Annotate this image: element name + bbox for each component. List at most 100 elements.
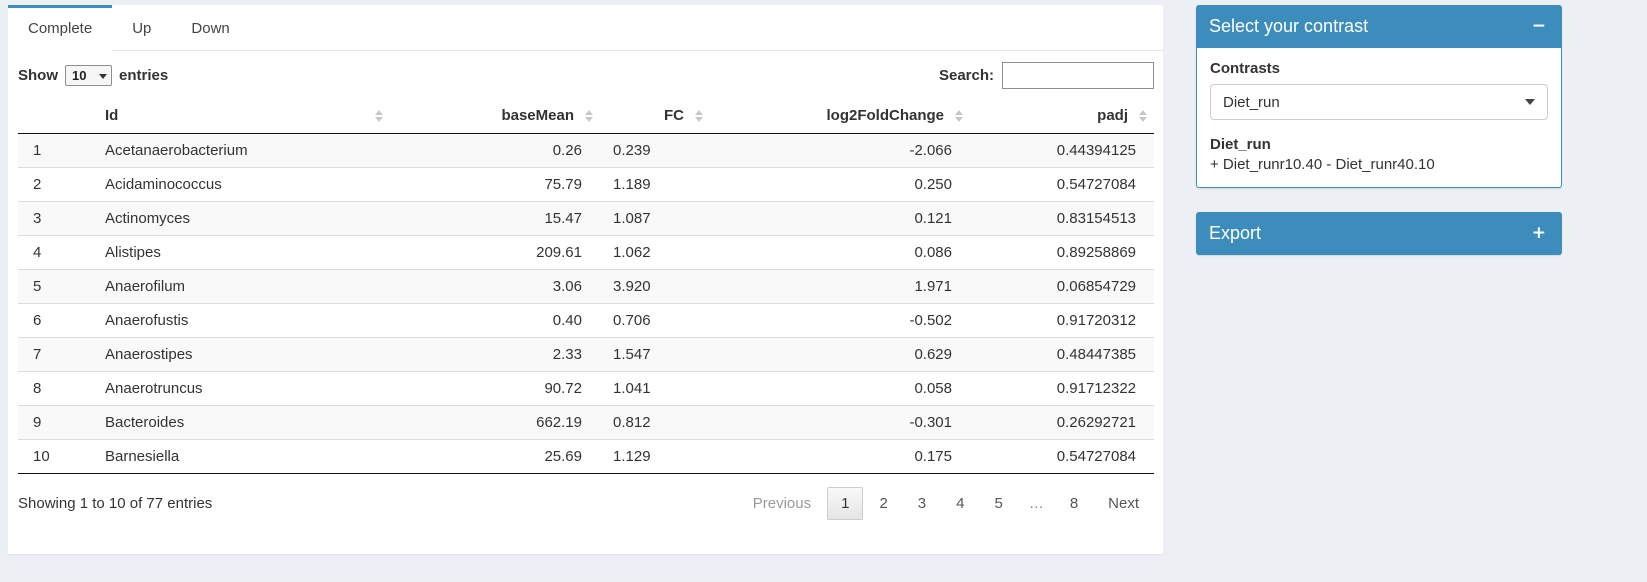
cell-fc: 1.189 xyxy=(600,167,710,202)
cell-fc: 0.812 xyxy=(600,405,710,440)
table-info: Showing 1 to 10 of 77 entries xyxy=(18,495,213,512)
contrast-box: Select your contrast − Contrasts Diet_ru… xyxy=(1196,5,1562,188)
table-row[interactable]: 4 Alistipes 209.61 1.062 0.086 0.89258869 xyxy=(18,235,1154,270)
table-row[interactable]: 2 Acidaminococcus 75.79 1.189 0.250 0.5472708… xyxy=(18,167,1154,202)
cell-id: Barnesiella xyxy=(95,439,390,474)
tab-up[interactable]: Up xyxy=(132,20,152,37)
table-row[interactable]: 10 Barnesiella 25.69 1.129 0.175 0.54727084 xyxy=(18,439,1154,474)
cell-row-index: 9 xyxy=(18,405,95,440)
contrast-box-body: Contrasts Diet_run Diet_run + Diet_runr1… xyxy=(1196,48,1562,188)
table-row[interactable]: 9 Bacteroides 662.19 0.812 -0.301 0.26292721 xyxy=(18,405,1154,440)
search-label: Search: xyxy=(938,67,994,84)
table-row[interactable]: 7 Anaerostipes 2.33 1.547 0.629 0.48447385 xyxy=(18,337,1154,372)
cell-padj: 0.48447385 xyxy=(970,337,1154,372)
cell-row-index: 2 xyxy=(18,167,95,202)
pagination-button-4[interactable]: 4 xyxy=(956,495,965,512)
table-row[interactable]: 5 Anaerofilum 3.06 3.920 1.971 0.06854729 xyxy=(18,269,1154,304)
cell-fc: 3.920 xyxy=(600,269,710,304)
cell-row-index: 8 xyxy=(18,371,95,406)
cell-row-index: 5 xyxy=(18,269,95,304)
cell-padj: 0.06854729 xyxy=(970,269,1154,304)
cell-basemean: 75.79 xyxy=(390,167,600,202)
pagination-button-1[interactable]: 1 xyxy=(827,487,864,520)
export-box: Export + xyxy=(1196,212,1562,255)
cell-fc: 0.706 xyxy=(600,303,710,338)
pagination: Previous 1 2 3 4 5 … 8 Next xyxy=(737,487,1153,520)
sort-icon xyxy=(695,109,703,122)
contrast-formula: + Diet_runr10.40 - Diet_runr40.10 xyxy=(1210,156,1435,173)
cell-fc: 1.547 xyxy=(600,337,710,372)
pagination-button-8[interactable]: 8 xyxy=(1069,495,1079,512)
cell-log2foldchange: 0.175 xyxy=(710,439,970,474)
cell-padj: 0.89258869 xyxy=(970,235,1154,270)
cell-padj: 0.91712322 xyxy=(970,371,1154,406)
cell-fc: 1.129 xyxy=(600,439,710,474)
cell-padj: 0.83154513 xyxy=(970,201,1154,236)
cell-row-index: 1 xyxy=(33,142,42,159)
cell-basemean: 90.72 xyxy=(390,371,600,406)
cell-id: Anaerofustis xyxy=(95,303,390,338)
cell-log2foldchange: -2.066 xyxy=(909,142,952,159)
expand-icon[interactable]: + xyxy=(1531,223,1546,243)
cell-basemean: 25.69 xyxy=(390,439,600,474)
cell-row-index: 7 xyxy=(18,337,95,372)
caret-down-icon xyxy=(1525,99,1535,105)
pagination-button-5[interactable]: 5 xyxy=(994,495,1003,512)
contrast-dropdown[interactable]: Diet_run xyxy=(1210,84,1548,120)
table-row[interactable]: 8 Anaerotruncus 90.72 1.041 0.058 0.91712322 xyxy=(18,371,1154,406)
cell-id: Anaerotruncus xyxy=(95,371,390,406)
cell-id: Anaerostipes xyxy=(95,337,390,372)
table-wrap: Id baseMean FC log2FoldChange padj 1 Acetanae… xyxy=(8,98,1163,474)
cell-id: Actinomyces xyxy=(95,201,390,236)
export-box-header: Export + xyxy=(1196,212,1562,255)
sort-icon xyxy=(1139,109,1147,122)
cell-log2foldchange: 0.629 xyxy=(710,337,970,372)
tab-complete[interactable]: Complete xyxy=(8,5,113,51)
collapse-icon[interactable]: − xyxy=(1531,16,1546,36)
column-header-fc[interactable]: FC xyxy=(600,98,710,134)
pagination-ellipsis: … xyxy=(1028,495,1044,512)
cell-log2foldchange: 0.086 xyxy=(710,235,970,270)
cell-id: Bacteroides xyxy=(95,405,390,440)
column-header-log2foldchange[interactable]: log2FoldChange xyxy=(710,98,970,134)
sort-icon xyxy=(955,109,963,122)
cell-fc: 1.041 xyxy=(600,371,710,406)
pagination-button-3[interactable]: 3 xyxy=(917,495,927,512)
table-row[interactable]: 3 Actinomyces 15.47 1.087 0.121 0.83154513 xyxy=(18,201,1154,236)
tab-down[interactable]: Down xyxy=(191,20,230,37)
cell-padj: 0.54727084 xyxy=(970,167,1154,202)
page: Complete Up Down Show 10 entries Search: xyxy=(8,5,1562,554)
contrast-name: Diet_run xyxy=(1210,136,1271,153)
cell-fc: 1.087 xyxy=(600,201,710,236)
cell-fc: 0.239 xyxy=(613,142,651,159)
sidebar: Select your contrast − Contrasts Diet_ru… xyxy=(1196,5,1562,279)
sort-icon xyxy=(585,109,593,122)
page-length-select[interactable]: 10 xyxy=(65,65,112,86)
search-input[interactable] xyxy=(1002,62,1154,89)
cell-log2foldchange: 0.058 xyxy=(710,371,970,406)
cell-basemean: 15.47 xyxy=(390,201,600,236)
page-length-control: Show 10 entries xyxy=(18,65,168,86)
cell-padj: 0.91720312 xyxy=(970,303,1154,338)
cell-log2foldchange: -0.502 xyxy=(710,303,970,338)
contrast-dropdown-value: Diet_run xyxy=(1223,93,1280,111)
cell-row-index: 6 xyxy=(18,303,95,338)
cell-basemean: 2.33 xyxy=(390,337,600,372)
datatable-controls: Show 10 entries Search: xyxy=(8,51,1163,98)
column-header-padj[interactable]: padj xyxy=(970,98,1154,134)
table-header-row: Id baseMean FC log2FoldChange padj xyxy=(18,98,1154,134)
cell-basemean: 209.61 xyxy=(390,235,600,270)
cell-id: Acetanaerobacterium xyxy=(105,142,248,159)
cell-row-index: 3 xyxy=(18,201,95,236)
page-length-select-wrap: 10 xyxy=(65,65,112,86)
pagination-button-next[interactable]: Next xyxy=(1108,495,1139,512)
column-header-basemean[interactable]: baseMean xyxy=(390,98,600,134)
cell-basemean: 3.06 xyxy=(390,269,600,304)
cell-padj: 0.44394125 xyxy=(1056,142,1136,159)
result-tabs: Complete Up Down xyxy=(8,5,1163,51)
pagination-button-2[interactable]: 2 xyxy=(879,495,888,512)
column-header-id[interactable]: Id xyxy=(95,98,390,134)
cell-padj: 0.54727084 xyxy=(970,439,1154,474)
table-row[interactable]: 1 Acetanaerobacterium 0.26 0.239 -2.066 0.443… xyxy=(18,133,1154,168)
table-row[interactable]: 6 Anaerofustis 0.40 0.706 -0.502 0.91720312 xyxy=(18,303,1154,338)
